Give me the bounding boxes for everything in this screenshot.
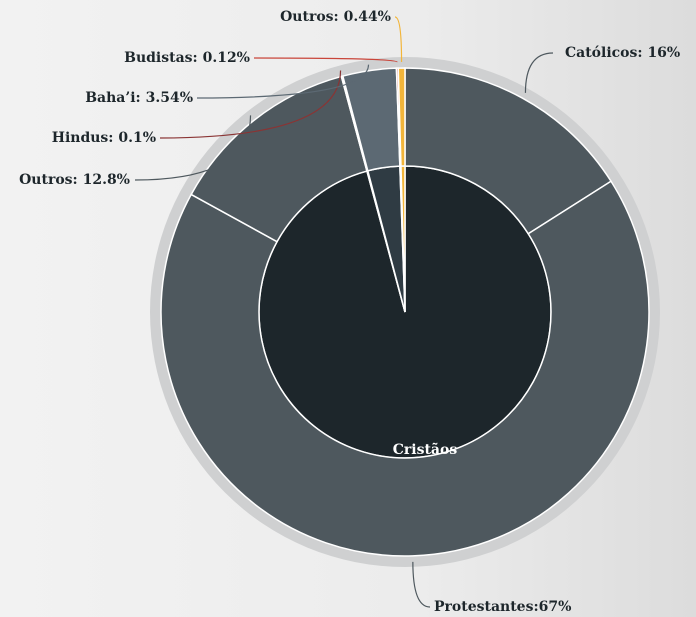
leader-line xyxy=(395,17,402,62)
slice-label: Outros: 0.44% xyxy=(280,9,391,25)
slice-label: Baha’i: 3.54% xyxy=(85,90,193,106)
slice-label: Católicos: 16% xyxy=(565,45,680,61)
leader-line xyxy=(525,53,553,93)
slice-label: Hindus: 0.1% xyxy=(52,130,156,146)
leader-line xyxy=(413,562,430,607)
slice-label: Outros: 12.8% xyxy=(19,172,130,188)
slice-label: Budistas: 0.12% xyxy=(124,50,250,66)
inner-label: Cristãos xyxy=(393,441,458,458)
slice-label: Protestantes:67% xyxy=(434,599,571,615)
chart: Cristãos Católicos: 16% Protestantes:67% Ou… xyxy=(0,0,696,617)
